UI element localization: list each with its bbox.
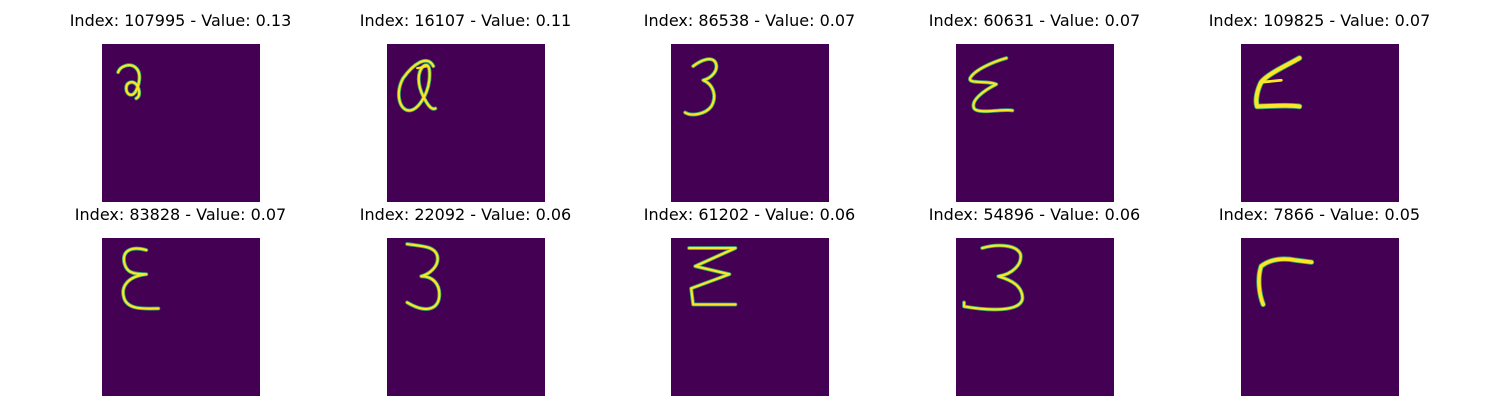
sample-title: Index: 61202 - Value: 0.06 <box>607 204 892 226</box>
sample-image <box>1241 238 1399 396</box>
sample-title: Index: 107995 - Value: 0.13 <box>38 10 323 32</box>
sample-title: Index: 16107 - Value: 0.11 <box>323 10 608 32</box>
sample-image <box>102 44 260 202</box>
bold-z-glyph <box>1241 44 1399 202</box>
sample-image <box>387 238 545 396</box>
sample-title: Index: 83828 - Value: 0.07 <box>38 204 323 226</box>
curl-a-glyph <box>102 44 260 202</box>
three-glyph <box>671 44 829 202</box>
epsilon-slant-glyph <box>956 44 1114 202</box>
sample-title: Index: 22092 - Value: 0.06 <box>323 204 608 226</box>
sample-image <box>387 44 545 202</box>
sample-title: Index: 7866 - Value: 0.05 <box>1177 204 1462 226</box>
sample-title: Index: 109825 - Value: 0.07 <box>1177 10 1462 32</box>
hook-glyph <box>1241 238 1399 396</box>
sample-image <box>671 44 829 202</box>
sample-image <box>956 238 1114 396</box>
zigzag-glyph <box>671 238 829 396</box>
sample-image <box>956 44 1114 202</box>
epsilon-glyph <box>102 238 260 396</box>
sample-title: Index: 86538 - Value: 0.07 <box>607 10 892 32</box>
sample-image <box>1241 44 1399 202</box>
sample-title: Index: 54896 - Value: 0.06 <box>892 204 1177 226</box>
sample-image <box>671 238 829 396</box>
three-tall-glyph <box>387 238 545 396</box>
three-wide-glyph <box>956 238 1114 396</box>
looped-a-glyph <box>387 44 545 202</box>
sample-title: Index: 60631 - Value: 0.07 <box>892 10 1177 32</box>
sample-image <box>102 238 260 396</box>
